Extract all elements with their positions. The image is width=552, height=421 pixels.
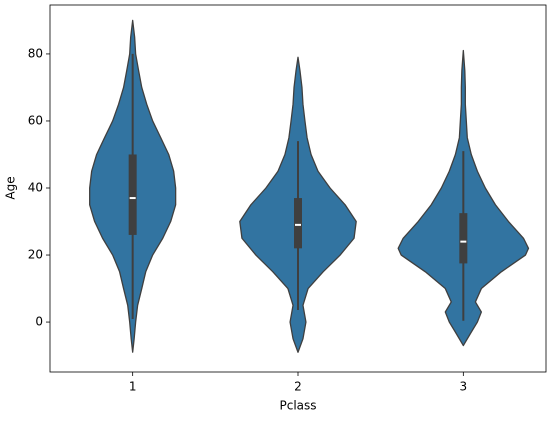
y-tick-label: 80 [28, 46, 43, 60]
plot-frame [49, 4, 547, 373]
x-tick-label: 3 [460, 380, 468, 394]
y-tick-label: 20 [28, 248, 43, 262]
box [294, 198, 302, 249]
x-axis-label: Pclass [279, 399, 316, 413]
y-tick-label: 60 [28, 113, 43, 127]
y-axis-label: Age [4, 176, 18, 199]
y-tick-label: 40 [28, 180, 43, 194]
x-tick-label: 1 [129, 380, 137, 394]
box [128, 154, 137, 235]
y-tick-label: 0 [35, 315, 43, 329]
x-tick-label: 2 [294, 380, 302, 394]
box [459, 213, 468, 264]
